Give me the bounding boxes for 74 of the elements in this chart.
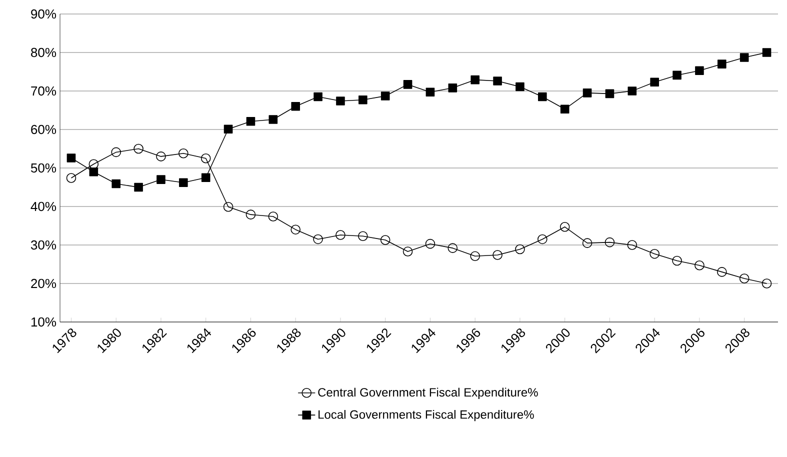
point [470,251,480,262]
point [402,246,413,256]
point [313,234,323,244]
point [112,179,120,188]
point [560,222,570,232]
point [425,238,436,249]
point [89,167,98,176]
point [291,102,300,111]
point [134,182,143,192]
point [268,212,278,222]
legend-label: Local Governments Fiscal Expenditure% [318,410,534,422]
point [493,76,502,86]
point [762,48,772,57]
point [314,92,322,102]
point [246,210,256,220]
point [380,92,390,100]
point [582,88,592,98]
point [268,115,278,124]
point [538,234,548,244]
point [717,267,727,277]
point [336,230,346,240]
point [650,248,660,259]
point [650,78,659,87]
point [628,86,637,96]
point [290,224,300,234]
y-tick-label: 40% [30,202,56,212]
point [111,147,122,158]
point [515,244,525,254]
point [201,173,210,182]
point [672,256,682,266]
point [134,144,144,154]
point [516,82,524,92]
point [200,153,211,164]
y-tick-label: 90% [31,9,56,19]
point [66,154,76,162]
point [672,70,682,80]
legend-label: Central Government Fiscal Expenditure% [318,388,538,399]
point [336,96,345,106]
y-tick-label: 80% [31,48,56,58]
point [448,243,458,253]
point [448,84,458,92]
y-tick-label: 30% [30,240,56,250]
point [179,178,188,188]
point [492,250,502,260]
point [426,88,435,97]
point [538,92,547,102]
point [178,148,188,158]
point [740,53,749,62]
point [224,124,233,134]
point [762,278,772,288]
y-tick-label: 60% [31,124,56,134]
point [695,66,704,75]
point [604,237,615,248]
point [470,75,480,84]
point [718,60,726,68]
point [380,235,390,245]
point [358,231,368,242]
point [627,240,638,250]
point [694,260,704,270]
point [403,80,412,89]
point [156,175,166,184]
point [156,152,166,162]
point [358,95,368,104]
point [605,89,614,98]
point [246,117,256,126]
y-tick-label: 10% [31,317,56,327]
point [223,202,234,212]
y-tick-label: 20% [31,278,56,288]
point [582,238,592,248]
point [560,104,570,114]
point [66,173,76,183]
y-tick-label: 70% [31,86,56,96]
y-tick-label: 50% [30,163,56,173]
point [739,274,750,284]
